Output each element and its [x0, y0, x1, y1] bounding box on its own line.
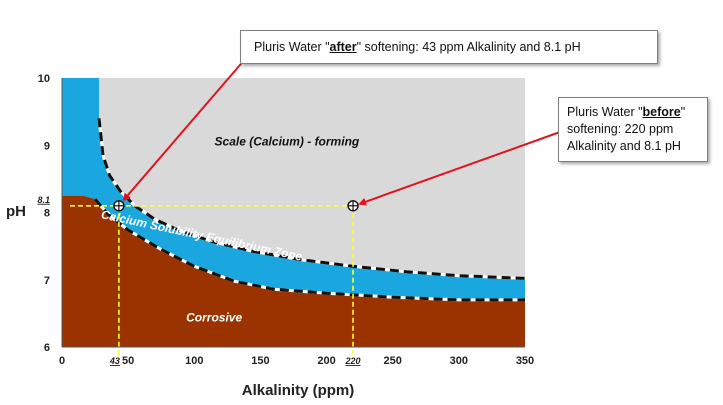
callout-after-suffix: " softening: 43 ppm Alkalinity and 8.1 p…: [356, 39, 581, 54]
y-tick-label-6: 6: [44, 342, 50, 354]
y-tick-label-9: 9: [44, 140, 50, 152]
x-axis-title: Alkalinity (ppm): [242, 382, 355, 399]
x-tick-label-150: 150: [251, 355, 269, 367]
arrow-after: [122, 57, 247, 202]
x-mark-label-after: 43: [109, 356, 120, 366]
x-tick-label-350: 350: [516, 355, 534, 367]
y-tick-label-10: 10: [38, 73, 50, 85]
x-tick-label-200: 200: [317, 355, 335, 367]
callout-before: Pluris Water "before" softening: 220 ppm…: [558, 97, 708, 162]
x-tick-label-300: 300: [450, 355, 468, 367]
y-axis-title: pH: [6, 203, 26, 220]
x-mark-label-before: 220: [345, 356, 361, 366]
y-tick-label-7: 7: [44, 275, 50, 287]
callout-before-prefix: Pluris Water ": [567, 105, 643, 119]
y-tick-label-8: 8: [44, 208, 50, 220]
callout-before-suffix: " softening: 220 ppm Alkalinity and 8.1 …: [567, 105, 686, 153]
callout-after-prefix: Pluris Water ": [254, 39, 330, 54]
callout-after-keyword: after: [329, 39, 357, 54]
x-tick-label-100: 100: [185, 355, 203, 367]
callout-after: Pluris Water "after" softening: 43 ppm A…: [240, 30, 658, 64]
region-label-scale: Scale (Calcium) - forming: [215, 134, 360, 148]
equilibrium-zone-region: [62, 78, 525, 300]
arrow-before: [358, 131, 561, 206]
corrosive-region: [62, 195, 525, 347]
upper-boundary-line: [97, 118, 526, 280]
x-tick-label-0: 0: [59, 355, 65, 367]
y-mark-label-after: 8.1: [37, 195, 50, 205]
x-tick-label-250: 250: [384, 355, 402, 367]
x-tick-label-50: 50: [122, 355, 134, 367]
lower-boundary-base: [93, 198, 525, 302]
callout-before-keyword: before: [642, 105, 681, 119]
region-label-corrosive: Corrosive: [186, 310, 242, 324]
